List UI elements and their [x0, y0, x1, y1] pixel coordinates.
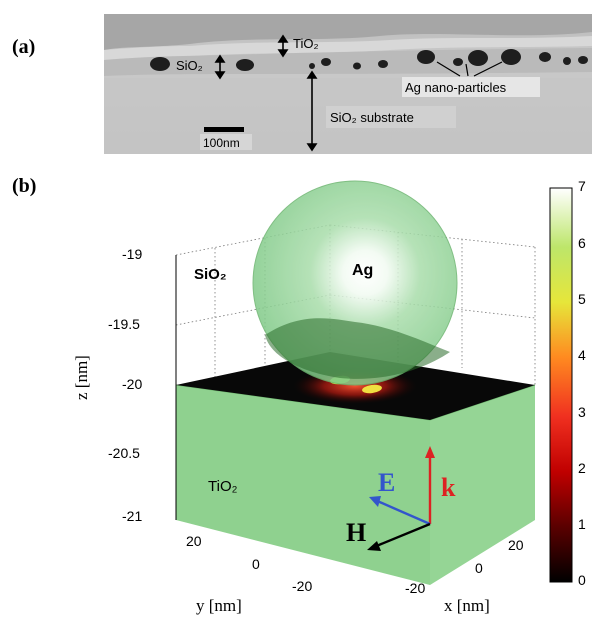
z-axis-tick-0: -19 [122, 246, 143, 262]
e-vector-arrowhead [369, 496, 381, 507]
colorbar [549, 187, 573, 583]
ag-pointer-line [465, 63, 469, 77]
colorbar-tick-4: 4 [578, 347, 586, 363]
tio2-slab-left-face [176, 385, 430, 585]
tio2-slab-right-face [430, 385, 535, 585]
y-axis-tick-2: -20 [292, 578, 313, 594]
z-axis-tick-2: -20 [122, 376, 143, 392]
e-vector [374, 498, 431, 526]
x-axis-tick-2: -20 [405, 580, 426, 596]
ag-particle [353, 62, 361, 70]
colorbar-tick-1: 1 [578, 516, 586, 532]
ag-particle [417, 50, 435, 64]
ag-label-box [402, 77, 540, 97]
ag-annotation: Ag nano-particles [405, 80, 507, 95]
scale-bar [204, 127, 244, 132]
tio2-region-label: TiO₂ [208, 478, 238, 495]
field-plot-3d [175, 180, 573, 585]
sio2-region-label: SiO₂ [194, 266, 227, 283]
tio2-arrowhead-top [277, 34, 289, 43]
colorbar-tick-3: 3 [578, 404, 586, 420]
ag-particle [453, 58, 463, 66]
sio2-annotation: SiO₂ [176, 58, 203, 73]
h-vector-label: H [346, 518, 367, 547]
substrate-arrowhead-bottom [306, 143, 318, 152]
colorbar-tick-0: 0 [578, 572, 586, 588]
z-axis-tick-3: -20.5 [108, 445, 140, 461]
ag-particle [236, 59, 254, 71]
scale-bar-label: 100nm [203, 136, 240, 150]
sphere-shadow-on-plane [265, 318, 450, 379]
x-axis-tick-0: 20 [508, 537, 524, 553]
ag-region-label: Ag [352, 262, 374, 279]
ag-particle [501, 49, 521, 65]
tio2-arrowhead-bottom [277, 49, 289, 58]
x-axis-label: x [nm] [444, 596, 490, 615]
tem-top-layer [104, 14, 592, 50]
ag-particle [309, 63, 315, 69]
ag-particle [468, 50, 488, 66]
panel-b-label: (b) [12, 175, 37, 197]
panel-a-label: (a) [12, 36, 36, 58]
z-axis-tick-1: -19.5 [108, 316, 140, 332]
tio2-annotation: TiO₂ [293, 36, 319, 51]
x-axis-tick-1: 0 [475, 560, 483, 576]
k-vector-label: k [441, 473, 456, 502]
y-axis-tick-0: 20 [186, 533, 202, 549]
scale-label-box [200, 134, 252, 150]
colorbar-tick-2: 2 [578, 460, 586, 476]
sio2-arrowhead-top [214, 54, 226, 63]
ag-pointer-line [436, 61, 461, 77]
y-axis-label: y [nm] [196, 596, 242, 615]
k-vector-arrowhead [425, 446, 435, 458]
colorbar-tick-5: 5 [578, 291, 586, 307]
ag-particle [378, 60, 388, 68]
substrate-annotation: SiO₂ substrate [330, 110, 414, 125]
colorbar-tick-6: 6 [578, 235, 586, 251]
ag-particle [563, 57, 571, 65]
substrate-arrowhead-top [306, 70, 318, 79]
substrate-label-box [326, 106, 456, 128]
tem-micrograph: TiO₂ SiO₂ Ag nano-particles SiO₂ substra… [104, 14, 592, 154]
ag-particle [321, 58, 331, 66]
tem-tio2-film [104, 36, 592, 60]
z-axis-label: z [nm] [72, 355, 91, 400]
y-axis-tick-1: 0 [252, 556, 260, 572]
h-vector-arrowhead [367, 541, 381, 551]
e-vector-label: E [378, 468, 396, 497]
h-vector [373, 522, 431, 549]
ag-particle [578, 56, 588, 64]
colorbar-tick-7: 7 [578, 178, 586, 194]
field-hotspot-core [362, 384, 382, 394]
ag-particle [150, 57, 170, 71]
z-axis-tick-4: -21 [122, 508, 143, 524]
ag-pointer-line [473, 61, 503, 77]
ag-particle [539, 52, 551, 62]
sio2-arrowhead-bottom [214, 71, 226, 80]
